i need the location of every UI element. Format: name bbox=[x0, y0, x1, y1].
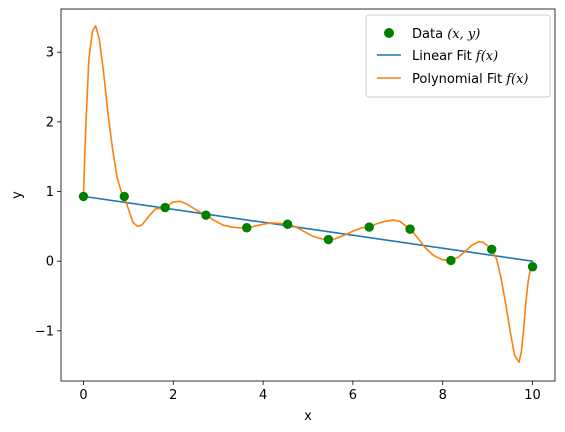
plot-area bbox=[78, 24, 538, 363]
data-point bbox=[446, 255, 456, 266]
series-line-1 bbox=[82, 195, 534, 262]
x-tick-label: 8 bbox=[439, 388, 447, 403]
data-point bbox=[323, 234, 334, 245]
legend-label-polynomial-math: f(x) bbox=[505, 72, 528, 87]
data-point bbox=[364, 222, 374, 232]
data-point bbox=[119, 191, 129, 202]
x-tick-label: 10 bbox=[524, 388, 541, 403]
x-axis-label: x bbox=[304, 409, 312, 424]
data-point bbox=[405, 224, 415, 234]
data-point bbox=[242, 223, 252, 233]
axes-frame bbox=[60, 8, 556, 382]
x-tick-label: 4 bbox=[259, 388, 267, 403]
legend-label-polynomial-text: Polynomial Fit bbox=[412, 72, 506, 87]
ticks: 0 2 4 6 8 10 −1 0 1 2 3 bbox=[35, 46, 541, 403]
data-point bbox=[487, 244, 497, 255]
data-point bbox=[78, 191, 89, 202]
legend-label-data: Data (x, y) bbox=[412, 27, 480, 42]
y-tick-label: 2 bbox=[46, 115, 54, 130]
data-point bbox=[282, 219, 293, 229]
data-point bbox=[160, 202, 170, 213]
y-tick-label: 0 bbox=[46, 255, 54, 270]
legend-marker-data bbox=[384, 28, 394, 38]
legend-label-data-math: (x, y) bbox=[447, 27, 480, 42]
y-tick-label: 1 bbox=[46, 185, 54, 200]
legend: Data (x, y) Linear Fit f(x) Polynomial F… bbox=[365, 14, 551, 98]
legend-label-linear: Linear Fit f(x) bbox=[412, 49, 498, 64]
x-tick-label: 6 bbox=[349, 388, 357, 403]
y-axis-label: y bbox=[10, 191, 25, 199]
legend-label-linear-text: Linear Fit bbox=[412, 49, 476, 64]
x-tick-label: 0 bbox=[79, 388, 87, 403]
legend-label-data-text: Data bbox=[412, 27, 447, 42]
legend-label-polynomial: Polynomial Fit f(x) bbox=[412, 72, 528, 87]
y-tick-label: 3 bbox=[46, 46, 54, 61]
legend-label-linear-math: f(x) bbox=[475, 49, 498, 64]
x-tick-label: 2 bbox=[169, 388, 177, 403]
y-tick-label: −1 bbox=[35, 324, 54, 339]
legend-box bbox=[365, 14, 551, 98]
data-point bbox=[201, 210, 211, 220]
data-point bbox=[527, 262, 538, 272]
